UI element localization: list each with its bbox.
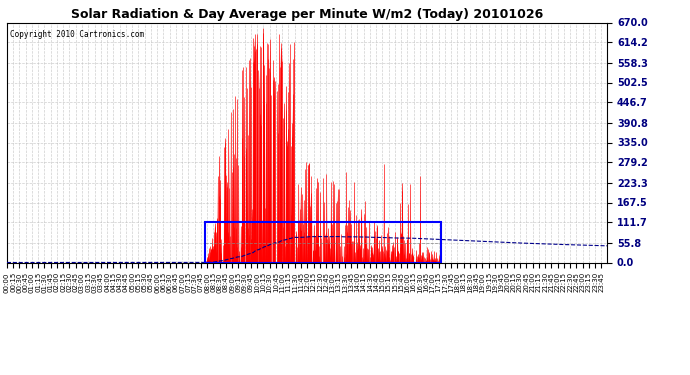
- Bar: [205, 222, 441, 262]
- Title: Solar Radiation & Day Average per Minute W/m2 (Today) 20101026: Solar Radiation & Day Average per Minute…: [71, 8, 543, 21]
- Text: Copyright 2010 Cartronics.com: Copyright 2010 Cartronics.com: [10, 30, 144, 39]
